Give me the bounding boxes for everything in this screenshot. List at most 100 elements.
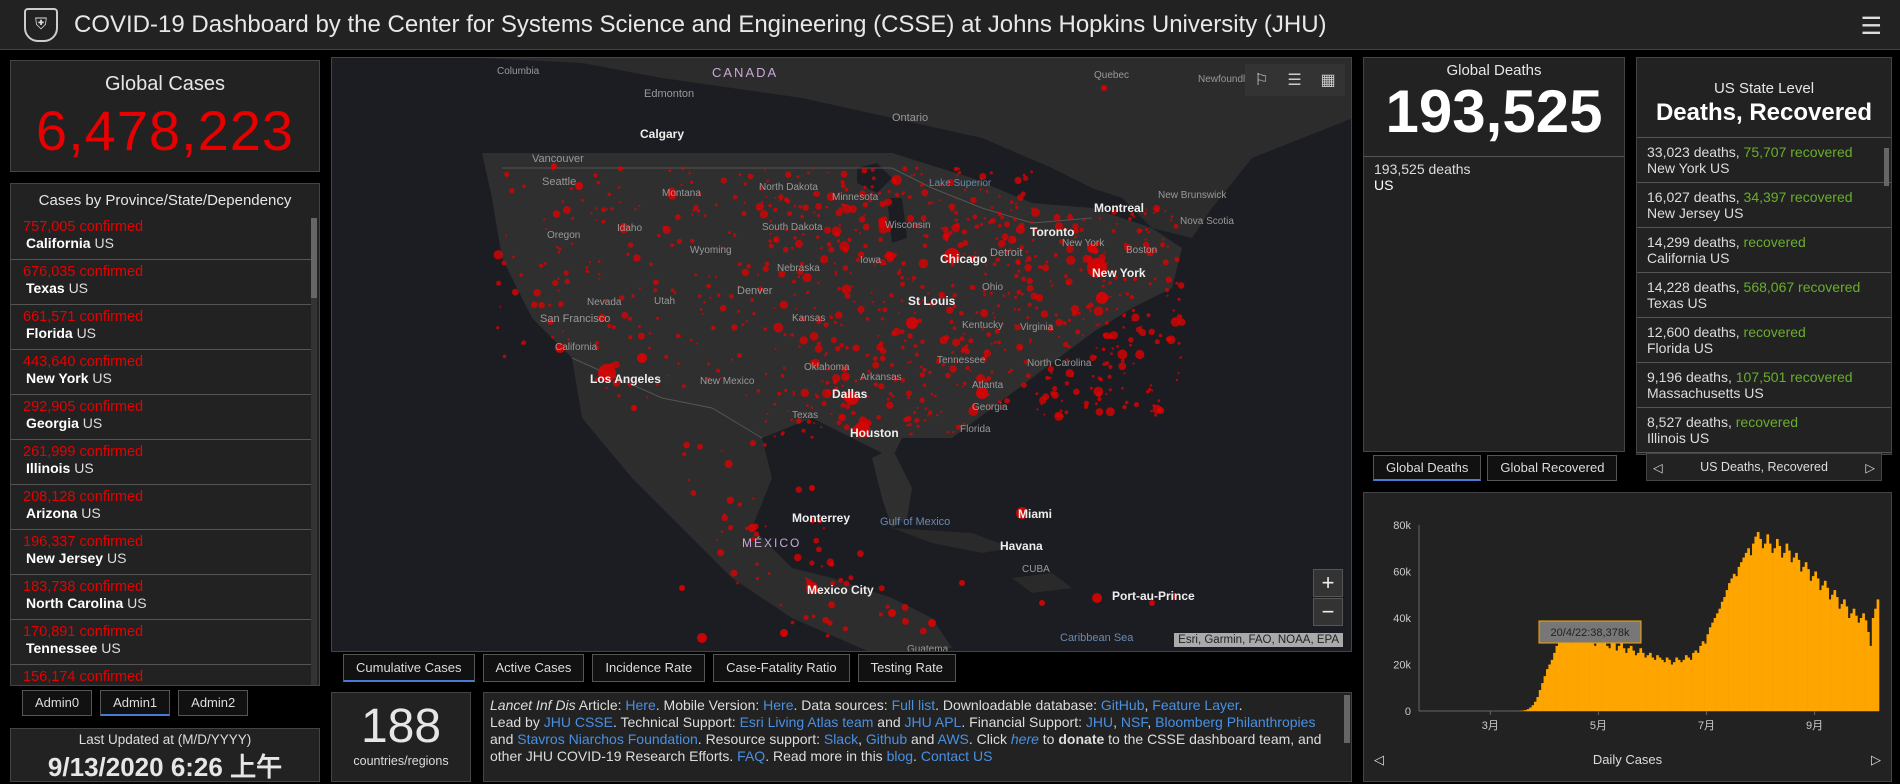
bar[interactable] [1726,590,1729,711]
case-marker[interactable] [1112,229,1116,233]
case-marker[interactable] [1038,265,1042,269]
case-marker[interactable] [900,329,905,334]
case-marker[interactable] [872,362,879,369]
case-marker[interactable] [839,241,849,251]
case-marker[interactable] [959,580,965,586]
case-marker[interactable] [928,411,933,416]
case-marker[interactable] [727,497,734,504]
bar[interactable] [1735,576,1738,711]
case-marker[interactable] [942,233,949,240]
bar[interactable] [1850,613,1853,711]
case-marker[interactable] [857,550,864,557]
bar[interactable] [1683,660,1686,711]
qr-grid-icon[interactable]: ▦ [1320,70,1335,90]
bar[interactable] [1874,609,1877,711]
case-marker[interactable] [1018,308,1021,311]
case-marker[interactable] [752,312,755,315]
case-marker[interactable] [1175,282,1178,285]
case-marker[interactable] [939,199,941,201]
case-marker[interactable] [841,403,846,408]
case-marker[interactable] [797,175,800,178]
case-marker[interactable] [890,363,894,367]
bar[interactable] [1548,665,1551,712]
case-marker[interactable] [1150,384,1152,386]
case-marker[interactable] [783,333,786,336]
case-marker[interactable] [900,276,904,280]
case-marker[interactable] [1178,298,1181,301]
bar[interactable] [1632,651,1635,711]
here-link[interactable]: here [1011,731,1039,747]
case-marker[interactable] [888,609,896,617]
case-marker[interactable] [1108,334,1113,339]
case-marker[interactable] [1084,405,1088,409]
case-marker[interactable] [886,605,890,609]
case-marker[interactable] [1003,238,1006,241]
case-marker[interactable] [888,190,891,193]
case-marker[interactable] [884,263,887,266]
case-marker[interactable] [737,310,740,313]
case-marker[interactable] [1090,387,1093,390]
case-marker[interactable] [996,237,999,240]
case-marker[interactable] [1096,408,1104,416]
case-marker[interactable] [1058,336,1060,338]
case-marker[interactable] [704,214,707,217]
case-marker[interactable] [829,562,834,567]
case-marker[interactable] [1007,292,1010,295]
case-marker[interactable] [1017,270,1020,273]
case-marker[interactable] [1160,242,1165,247]
case-marker[interactable] [827,389,831,393]
case-marker[interactable] [866,317,870,321]
bar[interactable] [1707,634,1710,711]
case-marker[interactable] [972,215,977,220]
case-marker[interactable] [955,168,958,171]
bar[interactable] [1853,609,1856,711]
case-marker[interactable] [1079,268,1082,271]
case-marker[interactable] [512,256,515,259]
case-marker[interactable] [1032,239,1035,242]
case-marker[interactable] [1130,295,1134,299]
case-marker[interactable] [829,315,833,319]
case-marker[interactable] [1054,214,1061,221]
case-marker[interactable] [820,247,823,250]
case-marker[interactable] [1140,326,1142,328]
case-marker[interactable] [1126,292,1129,295]
case-marker[interactable] [1108,365,1112,369]
case-marker[interactable] [700,308,703,311]
case-marker[interactable] [1027,285,1034,292]
case-marker[interactable] [638,205,640,207]
case-marker[interactable] [1167,295,1169,297]
case-marker[interactable] [813,538,819,544]
case-marker[interactable] [737,353,742,358]
case-marker[interactable] [765,373,767,375]
case-marker[interactable] [773,403,776,406]
case-marker[interactable] [755,563,758,566]
case-marker[interactable] [840,343,844,347]
zoom-in-button[interactable]: + [1313,569,1343,597]
case-marker[interactable] [847,238,851,242]
bar[interactable] [1838,609,1841,711]
case-marker[interactable] [765,262,770,267]
case-marker[interactable] [877,335,879,337]
case-marker[interactable] [581,199,584,202]
slack-link[interactable]: Slack [824,731,858,747]
case-marker[interactable] [950,320,954,324]
case-marker[interactable] [634,208,636,210]
case-marker[interactable] [763,443,767,447]
case-marker[interactable] [835,271,838,274]
case-marker[interactable] [628,242,633,247]
case-marker[interactable] [716,369,720,373]
case-marker[interactable] [1065,411,1069,415]
case-marker[interactable] [962,229,967,234]
case-marker[interactable] [778,194,783,199]
case-marker[interactable] [925,407,928,410]
case-marker[interactable] [1135,350,1144,359]
case-marker[interactable] [893,328,901,336]
bar[interactable] [1733,574,1736,711]
case-marker[interactable] [931,393,934,396]
bar[interactable] [1541,683,1544,711]
case-marker[interactable] [1177,314,1183,320]
case-marker[interactable] [597,181,601,185]
bar[interactable] [1822,585,1825,711]
case-marker[interactable] [1017,194,1024,201]
case-marker[interactable] [826,634,830,638]
